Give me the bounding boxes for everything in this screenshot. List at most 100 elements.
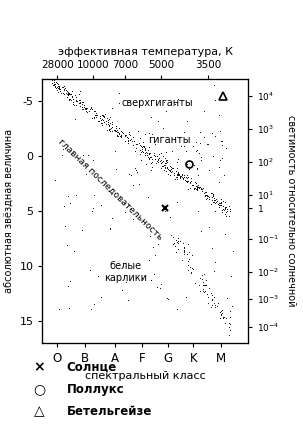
Point	[194, 148, 198, 155]
Point	[188, 270, 193, 277]
Point	[165, 165, 169, 172]
Point	[68, 96, 73, 103]
Point	[72, 102, 76, 109]
Point	[168, 167, 172, 174]
Point	[127, 129, 132, 136]
Point	[140, 146, 145, 153]
Point	[218, 201, 223, 208]
Point	[218, 138, 223, 145]
Point	[49, 77, 54, 84]
Point	[210, 194, 215, 201]
Point	[211, 191, 216, 198]
Point	[70, 88, 75, 95]
Point	[212, 196, 217, 203]
Point	[182, 142, 187, 149]
Point	[50, 76, 55, 83]
Point	[98, 112, 102, 119]
Point	[82, 105, 87, 112]
Point	[172, 242, 177, 249]
Point	[211, 153, 216, 160]
Point	[110, 104, 115, 111]
Point	[176, 234, 181, 241]
Point	[215, 303, 220, 310]
Point	[204, 277, 208, 284]
Point	[147, 154, 152, 161]
Point	[154, 159, 159, 166]
Point	[82, 106, 87, 113]
Point	[164, 160, 168, 167]
Point	[183, 174, 188, 181]
Point	[218, 198, 223, 205]
Point	[106, 119, 111, 126]
Point	[206, 224, 211, 231]
Point	[207, 166, 211, 173]
Point	[59, 90, 64, 97]
Point	[202, 191, 207, 198]
Point	[143, 151, 148, 158]
Point	[190, 264, 195, 271]
Point	[114, 128, 118, 135]
Point	[105, 114, 109, 121]
Point	[107, 122, 112, 129]
Point	[203, 287, 208, 294]
Text: Бетельгейзе: Бетельгейзе	[67, 405, 152, 418]
Point	[78, 88, 83, 95]
Point	[168, 162, 172, 169]
Point	[210, 191, 215, 198]
Point	[222, 203, 227, 210]
Point	[115, 132, 120, 139]
Point	[185, 171, 189, 178]
Point	[155, 117, 160, 124]
Point	[131, 138, 136, 145]
Text: △: △	[34, 404, 45, 418]
Point	[99, 119, 104, 126]
Point	[124, 134, 129, 141]
Point	[204, 290, 209, 297]
Point	[175, 306, 179, 313]
Point	[227, 308, 232, 315]
Point	[195, 181, 200, 188]
Point	[171, 241, 176, 248]
Point	[193, 185, 198, 192]
Point	[229, 272, 234, 279]
Point	[155, 158, 160, 165]
Point	[123, 132, 128, 139]
Point	[99, 116, 104, 123]
Point	[69, 92, 74, 99]
Point	[113, 148, 118, 155]
Point	[195, 172, 200, 179]
Point	[212, 301, 217, 308]
Point	[181, 250, 186, 257]
Point	[66, 282, 71, 289]
Point	[118, 128, 123, 135]
Point	[191, 266, 195, 273]
Point	[102, 119, 106, 126]
Point	[108, 225, 113, 232]
Point	[80, 101, 85, 108]
Point	[158, 164, 163, 171]
Point	[191, 161, 196, 169]
Point	[227, 332, 231, 339]
Point	[116, 130, 121, 137]
Point	[186, 185, 191, 192]
Point	[160, 158, 165, 165]
Point	[168, 231, 173, 238]
Point	[175, 199, 180, 206]
Point	[203, 281, 208, 288]
Point	[107, 125, 112, 132]
Point	[203, 282, 208, 289]
Point	[87, 266, 92, 273]
Point	[230, 247, 235, 254]
Point	[166, 170, 171, 177]
Point	[219, 308, 224, 315]
Point	[194, 185, 198, 192]
Point	[197, 149, 201, 156]
Point	[217, 178, 221, 185]
Point	[146, 193, 151, 200]
Point	[161, 157, 166, 164]
Point	[163, 159, 168, 166]
Point	[216, 299, 221, 306]
Point	[115, 126, 120, 133]
Point	[106, 126, 111, 133]
Point	[211, 199, 215, 206]
